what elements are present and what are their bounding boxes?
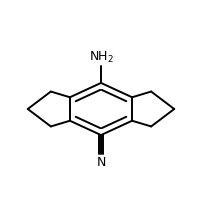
Text: N: N xyxy=(96,156,106,169)
Text: NH$_2$: NH$_2$ xyxy=(88,50,114,65)
